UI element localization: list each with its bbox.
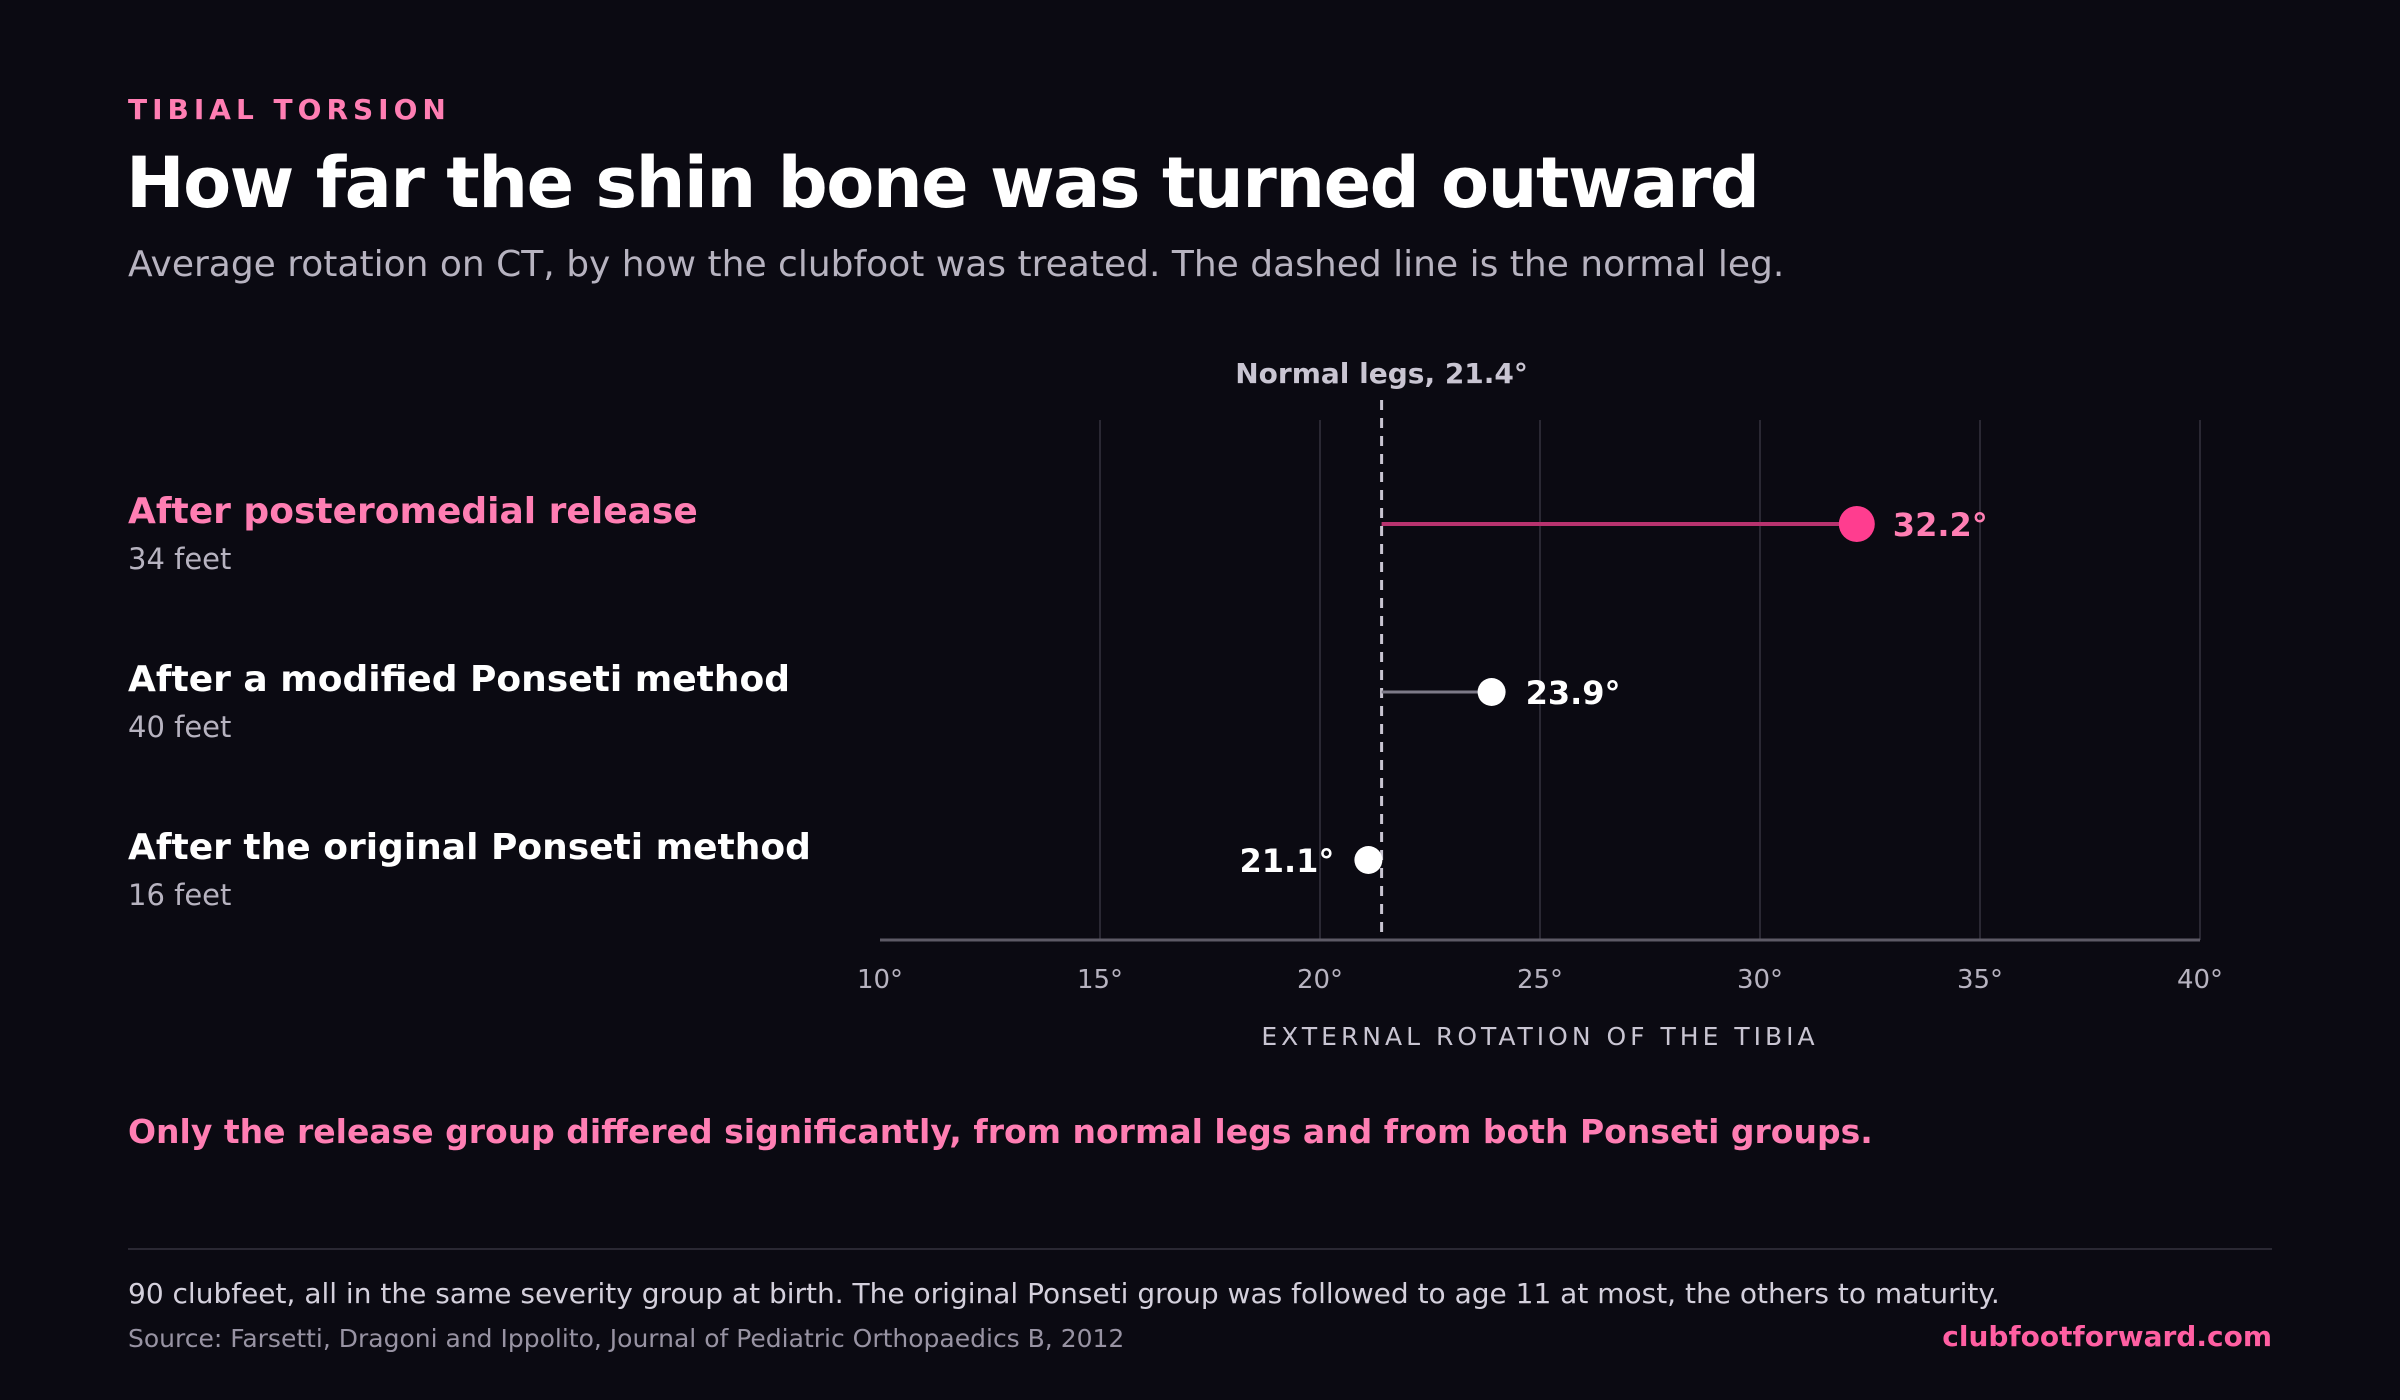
x-tick-label: 30°	[1737, 965, 1783, 995]
takeaway-note: Only the release group differed signific…	[128, 1112, 1873, 1151]
data-point	[1477, 678, 1506, 706]
row-label-count: 40 feet	[128, 710, 232, 744]
x-tick-label: 40°	[2177, 965, 2223, 995]
x-tick-label: 35°	[1957, 965, 2003, 995]
row-label-original-ponseti: After the original Ponseti method 16 fee…	[128, 827, 811, 912]
row-label-count: 34 feet	[128, 542, 232, 576]
chart-title: How far the shin bone was turned outward	[126, 142, 1760, 224]
row-label-name: After posteromedial release	[128, 491, 698, 532]
data-point	[1354, 846, 1383, 874]
data-label: 23.9°	[1526, 674, 1621, 712]
x-tick-label: 25°	[1517, 965, 1563, 995]
row-label-count: 16 feet	[128, 878, 232, 912]
chart-subtitle: Average rotation on CT, by how the clubf…	[128, 244, 1785, 285]
data-point	[1838, 506, 1875, 542]
x-tick-label: 15°	[1077, 965, 1123, 995]
row-label-release: After posteromedial release 34 feet	[128, 491, 698, 576]
source-citation: Source: Farsetti, Dragoni and Ippolito, …	[128, 1324, 1125, 1353]
x-tick-label: 10°	[857, 965, 903, 995]
footer-note: 90 clubfeet, all in the same severity gr…	[128, 1277, 2000, 1310]
site-link[interactable]: clubfootforward.com	[1942, 1320, 2272, 1353]
data-label: 21.1°	[1239, 842, 1334, 880]
data-label: 32.2°	[1893, 506, 1988, 544]
dot-chart: 10° 15° 20° 25° 30° 35° 40° EXTERNAL ROTATION O…	[857, 357, 2223, 1051]
x-axis-title: EXTERNAL ROTATION OF THE TIBIA	[1261, 1022, 1818, 1051]
kicker: TIBIAL TORSION	[128, 93, 451, 126]
row-label-name: After a modified Ponseti method	[128, 659, 790, 700]
x-tick-label: 20°	[1297, 965, 1343, 995]
reference-label: Normal legs, 21.4°	[1235, 357, 1528, 390]
footer-divider	[128, 1248, 2272, 1250]
row-label-modified-ponseti: After a modified Ponseti method 40 feet	[128, 659, 790, 744]
row-label-name: After the original Ponseti method	[128, 827, 811, 868]
